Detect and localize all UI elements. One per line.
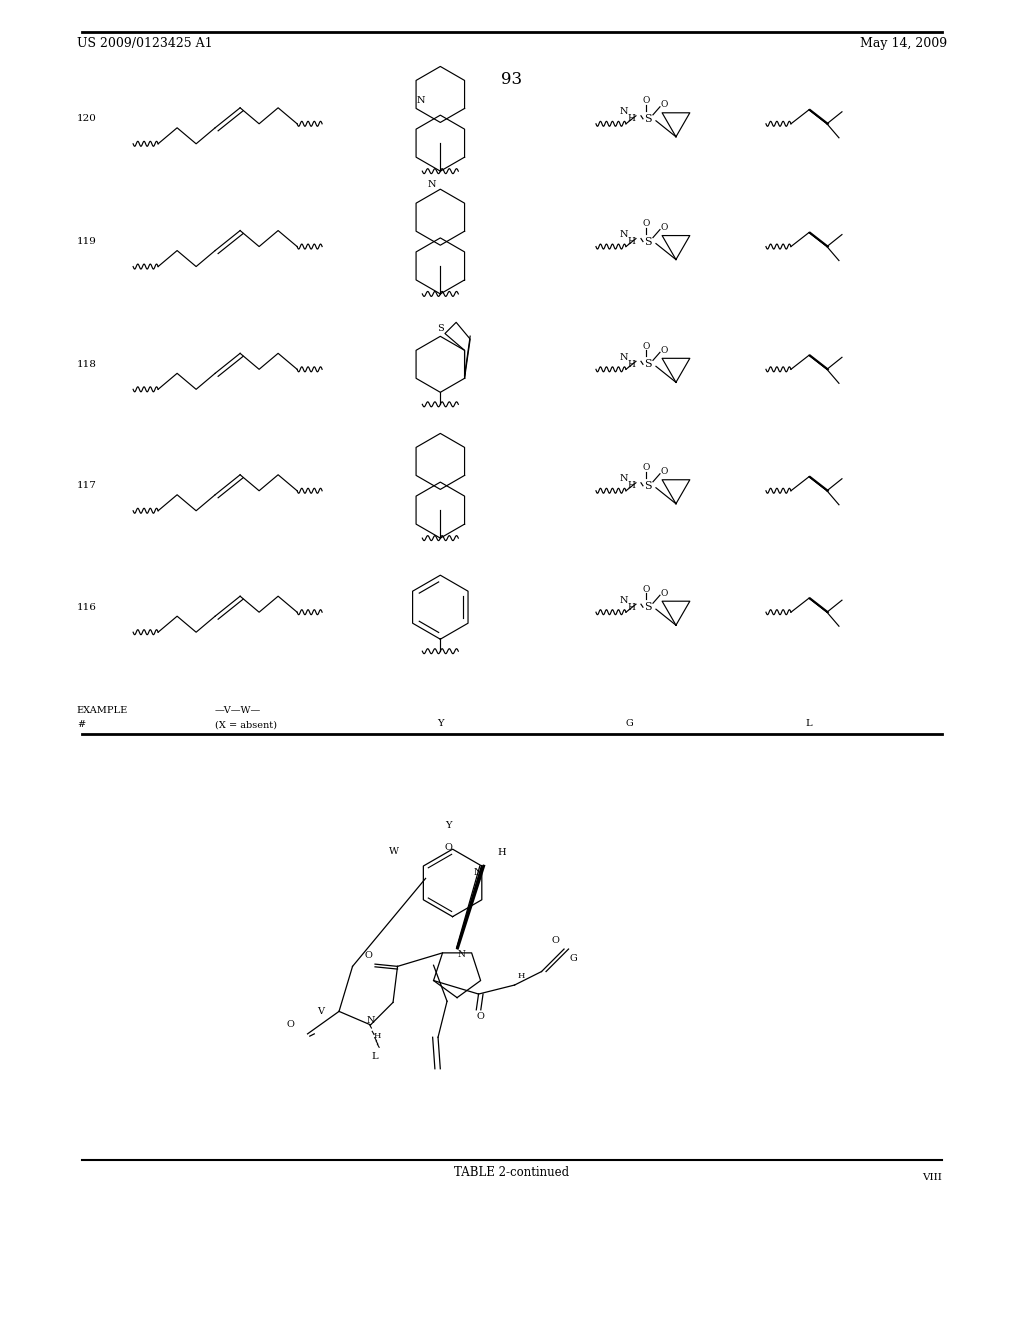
Text: 119: 119 [77, 238, 96, 246]
Text: S: S [644, 359, 652, 370]
Text: H: H [627, 115, 635, 123]
Text: H: H [627, 482, 635, 490]
Text: 120: 120 [77, 115, 96, 123]
Text: VIII: VIII [923, 1173, 942, 1183]
Text: S: S [644, 114, 652, 124]
Text: Y: Y [437, 719, 443, 727]
Text: S: S [644, 602, 652, 612]
Text: May 14, 2009: May 14, 2009 [860, 37, 947, 50]
Text: O: O [660, 589, 668, 598]
Text: N: N [620, 474, 628, 483]
Text: H: H [498, 847, 507, 857]
Text: G: G [626, 719, 634, 727]
Text: US 2009/0123425 A1: US 2009/0123425 A1 [77, 37, 212, 50]
Text: O: O [551, 936, 559, 945]
Text: O: O [660, 346, 668, 355]
Text: L: L [806, 719, 812, 727]
Text: N: N [458, 950, 466, 960]
Text: —V—W—: —V—W— [215, 706, 261, 715]
Text: N: N [473, 869, 481, 878]
Text: O: O [660, 467, 668, 477]
Text: O: O [286, 1020, 294, 1030]
Text: G: G [569, 953, 577, 962]
Text: O: O [477, 1012, 484, 1022]
Text: 117: 117 [77, 482, 96, 490]
Text: N: N [620, 107, 628, 116]
Text: O: O [660, 100, 668, 110]
Text: O: O [642, 585, 649, 594]
Text: S: S [437, 323, 444, 333]
Text: O: O [642, 96, 649, 106]
Text: O: O [642, 219, 649, 228]
Text: N: N [620, 595, 628, 605]
Text: N: N [620, 230, 628, 239]
Text: 116: 116 [77, 603, 96, 611]
Text: N: N [417, 96, 425, 106]
Text: L: L [372, 1052, 378, 1061]
Text: S: S [644, 480, 652, 491]
Text: O: O [365, 950, 372, 960]
Text: (X = absent): (X = absent) [215, 721, 278, 730]
Text: V: V [317, 1007, 325, 1016]
Text: O: O [660, 223, 668, 232]
Text: 93: 93 [502, 71, 522, 87]
Text: 118: 118 [77, 360, 96, 368]
Text: #: # [77, 721, 85, 730]
Text: TABLE 2-continued: TABLE 2-continued [455, 1166, 569, 1179]
Text: O: O [444, 843, 452, 851]
Text: N: N [428, 180, 436, 189]
Text: N: N [367, 1016, 375, 1024]
Text: H: H [627, 360, 635, 368]
Text: EXAMPLE: EXAMPLE [77, 706, 128, 715]
Text: N: N [620, 352, 628, 362]
Text: Y: Y [444, 821, 452, 830]
Text: H: H [627, 603, 635, 611]
Text: H: H [627, 238, 635, 246]
Text: S: S [644, 236, 652, 247]
Text: O: O [642, 342, 649, 351]
Text: O: O [642, 463, 649, 473]
Text: H: H [374, 1032, 381, 1040]
Text: H: H [517, 972, 525, 979]
Text: W: W [389, 847, 399, 855]
